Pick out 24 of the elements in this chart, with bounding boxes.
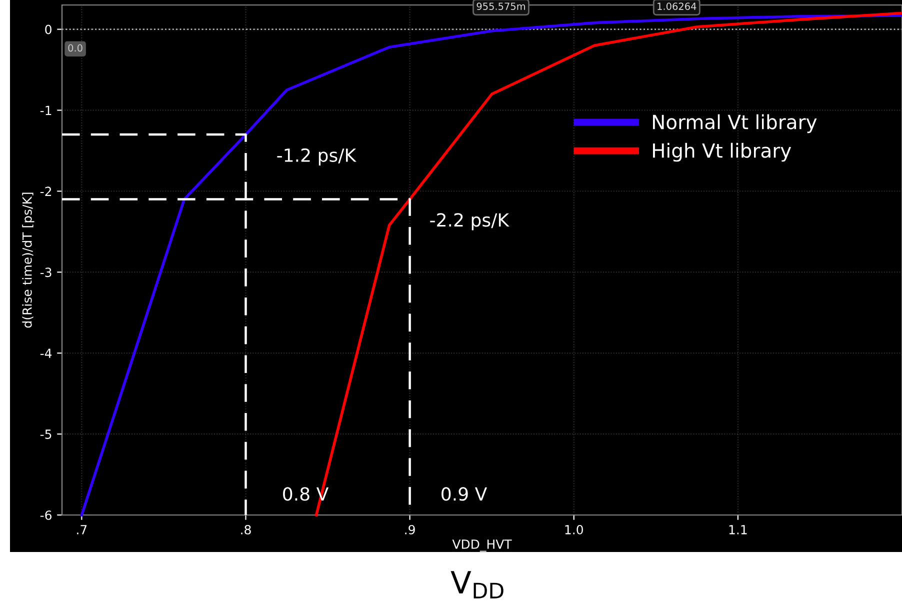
line-series (314, 12, 902, 516)
annotation: -1.2 ps/K (277, 148, 356, 166)
y-axis-title: d(Rise time)/dT [ps/K] (22, 192, 34, 328)
y-tick-label: -6 (40, 510, 52, 520)
y-tick-label: -2 (40, 186, 52, 196)
y-tick-label: -5 (40, 430, 52, 439)
x-tick-label: .9 (405, 524, 415, 534)
annotation: 1.06264 (658, 2, 696, 10)
x-tick-label: 1.1 (729, 525, 747, 534)
legend-label: Normal Vt library (653, 114, 817, 134)
annotation: 0.9 V (442, 487, 488, 501)
annotation: -2.2 ps/K (430, 213, 510, 230)
x-tick-label: .8 (241, 524, 251, 534)
annotation: 955.575m (476, 2, 525, 10)
x-tick-label: .7 (77, 525, 87, 534)
x-axis-title: VDD_HVT (452, 540, 512, 552)
y-tick-label: -3 (40, 268, 52, 278)
x-tick-label: 1.0 (565, 524, 583, 534)
y-tick-label: -1 (40, 106, 52, 115)
legend-label: High Vt library (653, 142, 792, 162)
y-tick-label: 0 (45, 24, 52, 34)
y-tick-label: -4 (40, 348, 52, 358)
text: V$_{DD}$ (450, 571, 504, 598)
ref-line-label: 0.0 (68, 44, 82, 52)
